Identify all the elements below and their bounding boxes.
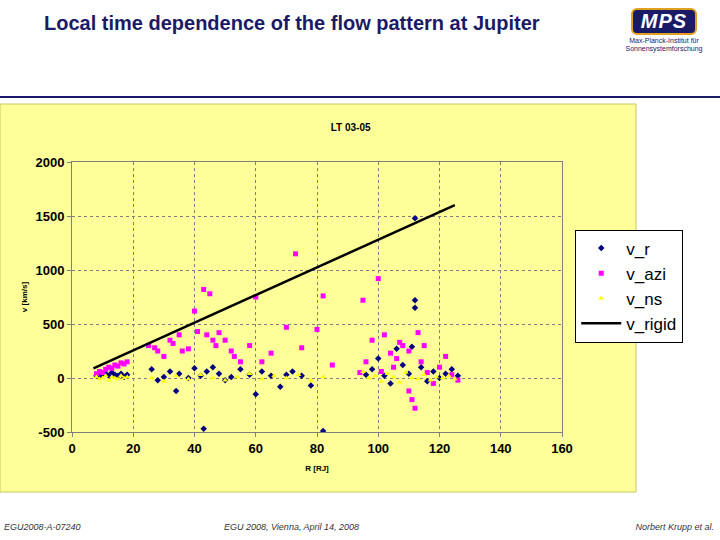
- svg-text:160: 160: [551, 441, 573, 456]
- svg-text:60: 60: [249, 441, 263, 456]
- svg-text:-500: -500: [38, 425, 64, 440]
- svg-text:500: 500: [43, 317, 65, 332]
- svg-text:20: 20: [126, 441, 140, 456]
- svg-text:40: 40: [187, 441, 201, 456]
- svg-text:R [RJ]: R [RJ]: [305, 464, 329, 473]
- svg-text:0: 0: [57, 371, 64, 386]
- svg-text:1500: 1500: [35, 209, 64, 224]
- svg-text:140: 140: [490, 441, 512, 456]
- svg-text:v [km/s]: v [km/s]: [20, 282, 29, 313]
- html-text:Norbert Krupp et al.: Norbert Krupp et al.: [635, 522, 714, 532]
- svg-text:80: 80: [310, 441, 324, 456]
- svg-text:LT 03-05: LT 03-05: [331, 122, 371, 133]
- svg-text:v_rigid: v_rigid: [626, 315, 676, 334]
- svg-text:2000: 2000: [35, 155, 64, 170]
- html-text:Local time dependence of the f: Local time dependence of the flow patter…: [44, 12, 540, 34]
- html-text:MPS: MPS: [640, 10, 688, 32]
- svg-text:v_azi: v_azi: [626, 265, 666, 284]
- svg-text:100: 100: [367, 441, 389, 456]
- svg-text:v_ns: v_ns: [626, 290, 662, 309]
- svg-text:v_r: v_r: [626, 240, 650, 259]
- svg-text:120: 120: [429, 441, 451, 456]
- html-text:Max-Planck-Institut für Sonnen: Max-Planck-Institut für Sonnensystemfors…: [625, 37, 703, 52]
- svg-text:1000: 1000: [35, 263, 64, 278]
- html-text:EGU2008-A-07240: EGU2008-A-07240: [4, 522, 81, 532]
- html-text:EGU 2008, Vienna, April 14, 20: EGU 2008, Vienna, April 14, 2008: [224, 522, 360, 532]
- svg-text:0: 0: [68, 441, 75, 456]
